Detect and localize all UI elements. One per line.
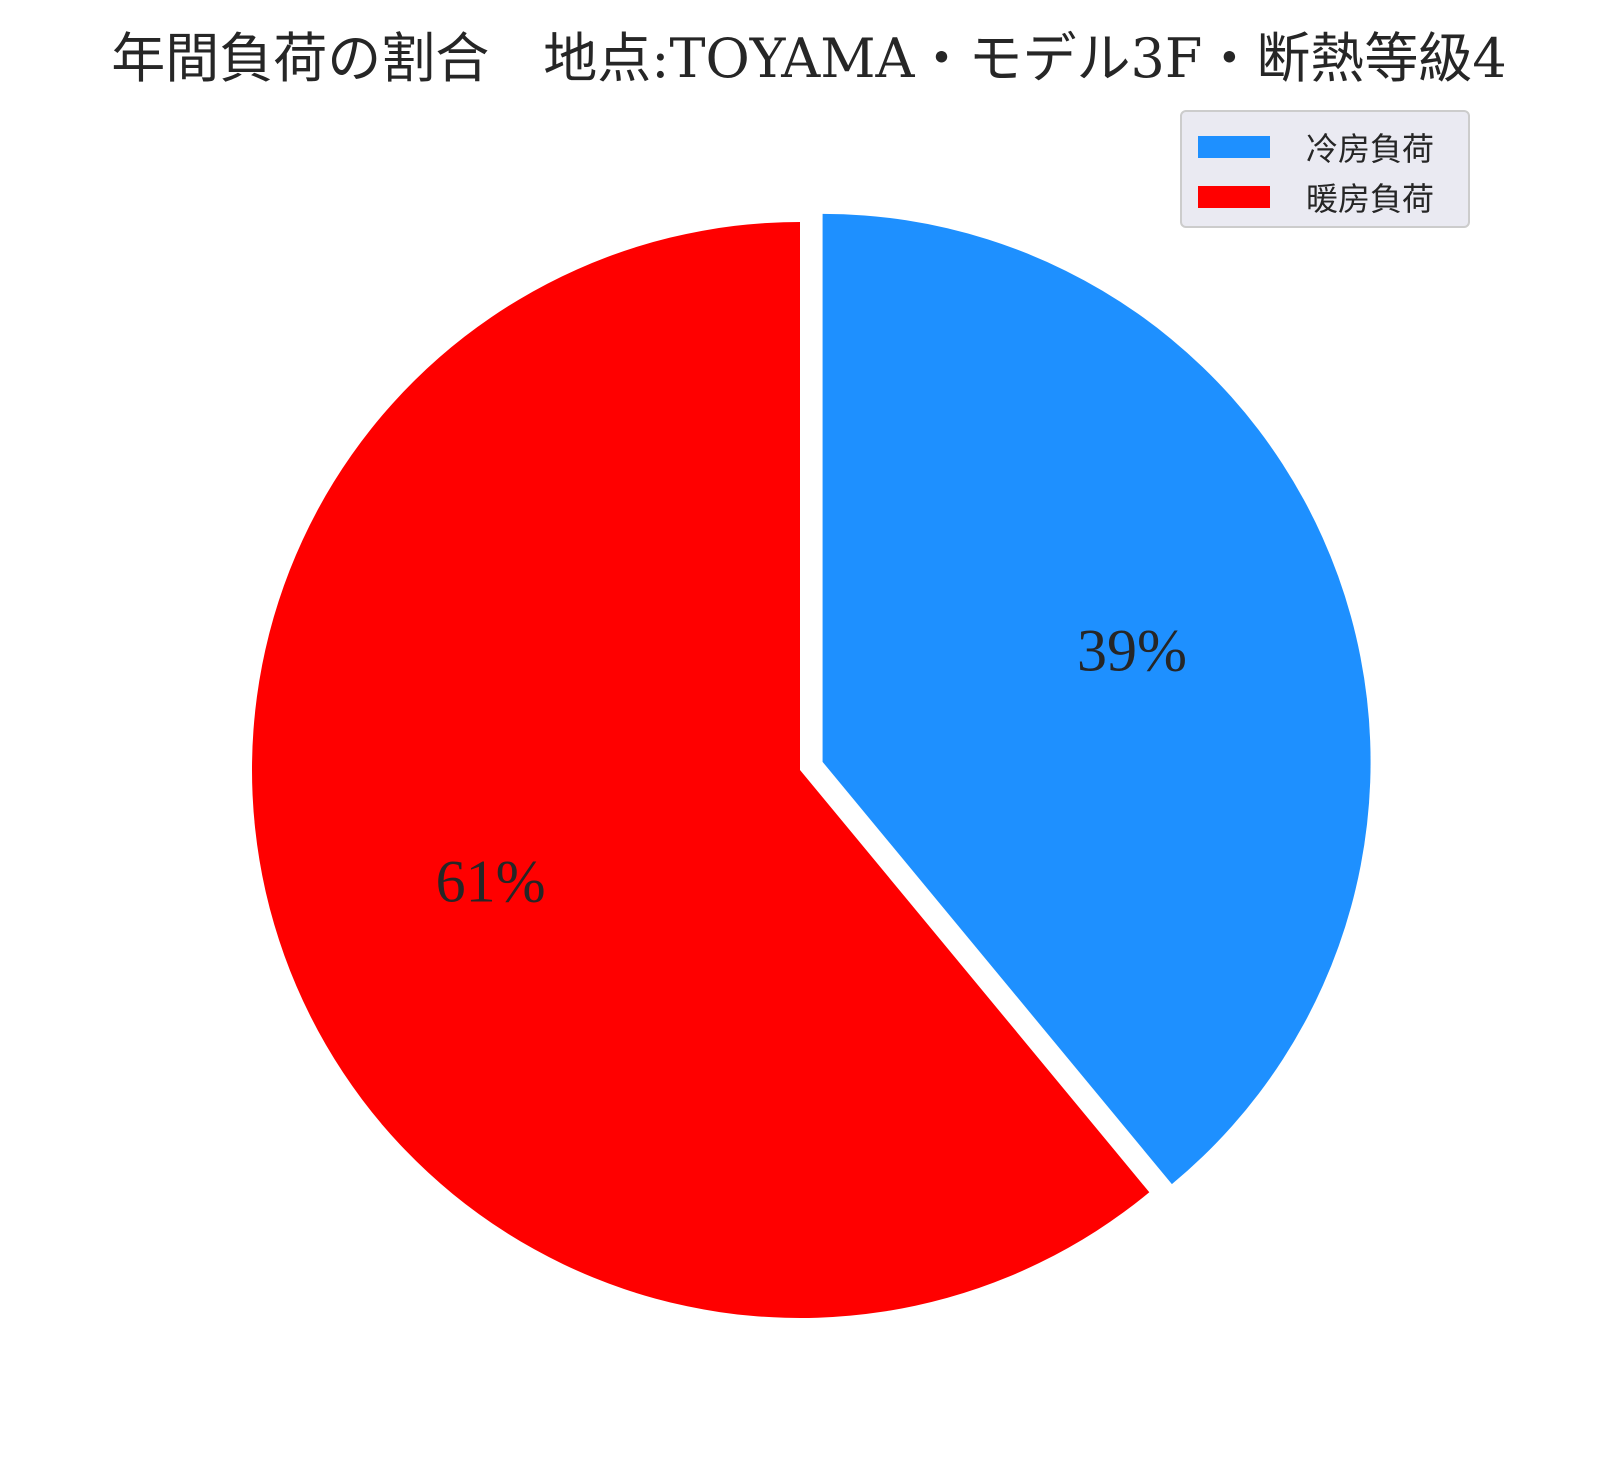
slice-heating bbox=[251, 221, 1150, 1318]
legend-item-cooling: 冷房負荷 bbox=[1198, 122, 1452, 172]
chart-title: 年間負荷の割合 地点:TOYAMA・モデル3F・断熱等級4 bbox=[111, 27, 1507, 90]
slice-label-cooling: 39% bbox=[1077, 617, 1187, 683]
legend-item-heating: 暖房負荷 bbox=[1198, 172, 1452, 222]
legend-label-heating: 暖房負荷 bbox=[1306, 180, 1435, 218]
legend-label-cooling: 冷房負荷 bbox=[1306, 130, 1435, 168]
legend-swatch-cooling bbox=[1198, 136, 1270, 158]
slice-cooling bbox=[822, 213, 1371, 1185]
legend-swatch-heating bbox=[1198, 186, 1270, 208]
slice-label-heating: 61% bbox=[436, 848, 546, 914]
legend: 冷房負荷 暖房負荷 bbox=[1180, 110, 1470, 228]
